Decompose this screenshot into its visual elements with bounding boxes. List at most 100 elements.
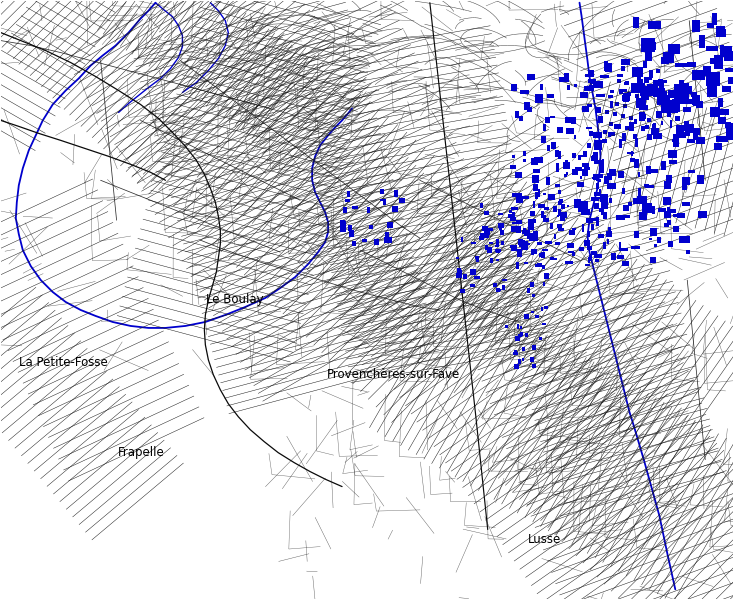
Bar — [645, 125, 649, 128]
Bar — [471, 242, 476, 244]
Bar — [664, 211, 672, 218]
Bar — [476, 258, 479, 262]
Bar — [611, 133, 615, 136]
Bar — [726, 128, 734, 140]
Bar — [514, 350, 517, 353]
Bar — [557, 224, 559, 228]
Bar — [642, 203, 652, 214]
Bar — [393, 190, 399, 197]
Bar — [625, 215, 631, 218]
Bar — [608, 132, 611, 137]
Bar — [667, 112, 672, 118]
Bar — [517, 226, 521, 233]
Bar — [542, 250, 548, 251]
Bar — [723, 46, 732, 57]
Bar — [582, 163, 589, 167]
Bar — [513, 352, 517, 355]
Bar — [525, 333, 528, 337]
Bar — [683, 107, 691, 112]
Bar — [633, 17, 639, 28]
Bar — [527, 107, 531, 112]
Bar — [550, 116, 556, 118]
Bar — [622, 261, 628, 266]
Bar — [516, 173, 522, 178]
Bar — [496, 239, 499, 245]
Bar — [523, 151, 526, 155]
Bar — [562, 212, 567, 218]
Bar — [705, 46, 718, 51]
Bar — [584, 240, 590, 246]
Bar — [558, 224, 562, 230]
Bar — [608, 95, 613, 98]
Bar — [607, 239, 609, 244]
Bar — [671, 103, 677, 113]
Bar — [537, 263, 542, 267]
Bar — [594, 133, 602, 138]
Bar — [534, 192, 538, 199]
Bar — [543, 193, 546, 194]
Bar — [340, 226, 346, 232]
Bar — [682, 86, 692, 94]
Bar — [550, 147, 556, 149]
Bar — [539, 337, 542, 340]
Bar — [635, 138, 638, 146]
Bar — [501, 286, 506, 290]
Bar — [699, 35, 705, 48]
Bar — [596, 182, 599, 189]
Bar — [628, 202, 632, 206]
Bar — [693, 97, 699, 106]
Bar — [683, 131, 690, 136]
Bar — [531, 249, 534, 255]
Bar — [692, 20, 700, 32]
Bar — [592, 176, 597, 179]
Bar — [569, 230, 575, 235]
Bar — [515, 337, 520, 341]
Bar — [493, 283, 497, 287]
Bar — [487, 248, 490, 251]
Bar — [495, 245, 499, 247]
Bar — [480, 203, 483, 208]
Bar — [550, 257, 553, 260]
Bar — [661, 57, 669, 64]
Bar — [719, 98, 724, 107]
Bar — [518, 334, 522, 337]
Bar — [633, 119, 637, 124]
Bar — [611, 89, 614, 93]
Bar — [603, 130, 608, 134]
Bar — [498, 289, 501, 292]
Bar — [639, 104, 648, 110]
Bar — [525, 102, 528, 109]
Bar — [679, 236, 686, 243]
Bar — [541, 136, 546, 143]
Bar — [621, 59, 630, 65]
Bar — [718, 118, 726, 124]
Bar — [664, 223, 669, 227]
Bar — [542, 323, 546, 325]
Bar — [523, 159, 526, 162]
Bar — [650, 169, 658, 173]
Bar — [623, 104, 628, 109]
Bar — [666, 175, 672, 183]
Bar — [711, 58, 719, 64]
Bar — [457, 257, 459, 259]
Bar — [548, 145, 550, 151]
Bar — [531, 158, 537, 165]
Bar — [536, 94, 542, 103]
Bar — [636, 196, 645, 205]
Bar — [676, 125, 683, 134]
Bar — [499, 227, 502, 230]
Bar — [601, 209, 603, 215]
Bar — [659, 80, 664, 90]
Bar — [692, 70, 705, 80]
Bar — [575, 84, 577, 86]
Bar — [599, 164, 604, 173]
Bar — [512, 207, 517, 209]
Text: Provenchères-sur-Fave: Provenchères-sur-Fave — [327, 368, 460, 382]
Bar — [589, 85, 594, 91]
Bar — [617, 79, 622, 83]
Bar — [608, 227, 611, 232]
Bar — [526, 243, 530, 245]
Bar — [578, 155, 584, 157]
Bar — [725, 122, 731, 128]
Bar — [341, 220, 344, 225]
